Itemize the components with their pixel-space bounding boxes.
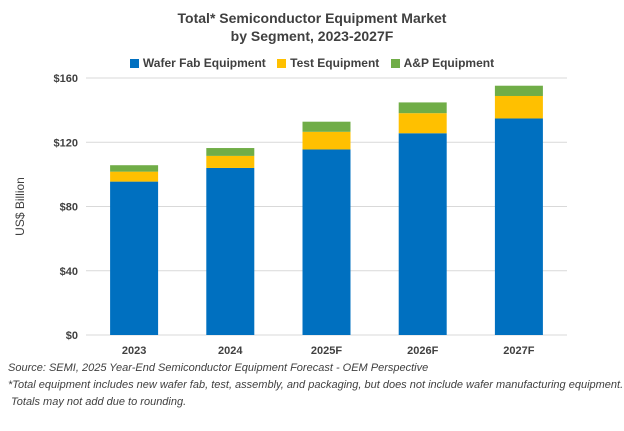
bar-segment: [302, 121, 351, 132]
chart-title: Total* Semiconductor Equipment Market: [177, 10, 447, 26]
footnote: *Total equipment includes new wafer fab,…: [8, 379, 624, 391]
y-tick-label: $160: [54, 73, 78, 85]
bar-segment: [494, 85, 543, 96]
legend-swatch: [129, 58, 139, 68]
legend-label: A&P Equipment: [403, 56, 495, 70]
bar-segment: [302, 131, 351, 150]
bar-segment: [206, 148, 255, 156]
legend-swatch: [277, 58, 287, 68]
bar-segment: [494, 95, 543, 119]
y-tick-label: $80: [60, 202, 78, 214]
bar-segment: [110, 181, 159, 335]
bar-segment: [110, 165, 159, 172]
bar-segment: [110, 171, 159, 182]
footnote-rounding: Totals may not add due to rounding.: [8, 396, 187, 408]
bar-segment: [494, 118, 543, 335]
legend-item-wafer-fab: Wafer Fab Equipment: [129, 56, 266, 70]
y-tick-label: $0: [66, 330, 78, 342]
bar-segment: [206, 155, 255, 168]
x-tick-label: 2027F: [503, 345, 534, 357]
bar-segment: [302, 149, 351, 335]
x-tick-label: 2024: [218, 345, 243, 357]
legend-swatch: [390, 58, 400, 68]
chart-subtitle: by Segment, 2023-2027F: [230, 28, 394, 44]
y-tick-label: $40: [60, 266, 78, 278]
bar-segment: [398, 102, 447, 114]
bar-segment: [206, 167, 255, 335]
legend-label: Wafer Fab Equipment: [142, 56, 266, 70]
y-axis-label: US$ Billion: [13, 177, 27, 236]
y-tick-label: $120: [54, 137, 78, 149]
x-tick-label: 2026F: [407, 345, 438, 357]
legend: Wafer Fab Equipment Test Equipment A&P E…: [0, 56, 624, 71]
legend-item-test: Test Equipment: [277, 56, 379, 70]
legend-item-ap: A&P Equipment: [390, 56, 495, 70]
x-tick-label: 2023: [122, 345, 146, 357]
source-note: Source: SEMI, 2025 Year-End Semiconducto…: [8, 362, 429, 374]
x-tick-label: 2025F: [311, 345, 342, 357]
legend-label: Test Equipment: [290, 56, 380, 70]
bar-segment: [398, 133, 447, 335]
bar-segment: [398, 113, 447, 134]
